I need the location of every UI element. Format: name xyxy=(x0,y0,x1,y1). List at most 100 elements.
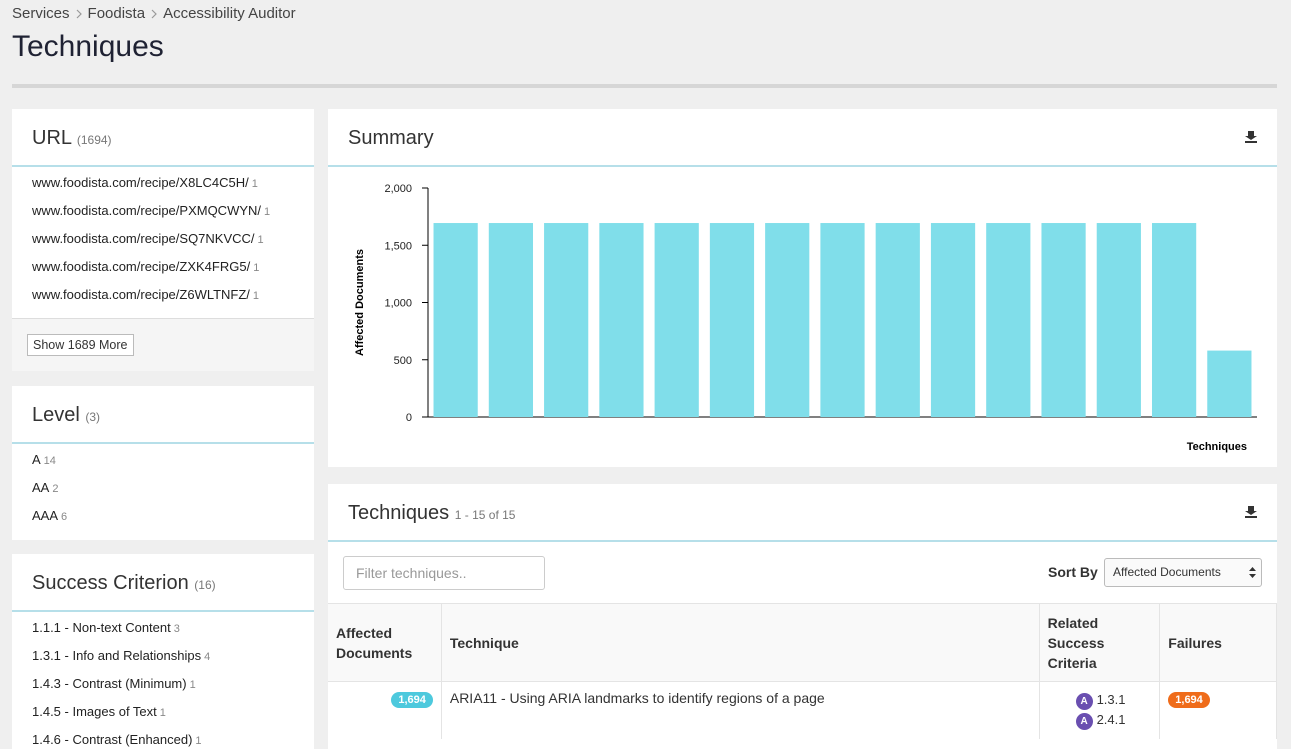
facet-item-count: 14 xyxy=(43,455,56,467)
download-icon[interactable] xyxy=(1245,506,1257,518)
sort-select[interactable]: Affected Documents xyxy=(1104,558,1262,587)
facet-item-label: www.foodista.com/recipe/SQ7NKVCC/ xyxy=(32,231,255,246)
facet-item[interactable]: www.foodista.com/recipe/SQ7NKVCC/1 xyxy=(32,231,264,246)
column-header[interactable]: Related Success Criteria xyxy=(1039,603,1161,682)
x-axis-label: Techniques xyxy=(1187,441,1247,453)
facet-item[interactable]: 1.3.1 - Info and Relationships 4 xyxy=(32,648,210,663)
facet-item-count: 3 xyxy=(173,623,180,635)
bar xyxy=(765,223,810,417)
facet-item-label: www.foodista.com/recipe/ZXK4FRG5/ xyxy=(32,259,251,274)
facet-count: (16) xyxy=(194,578,216,592)
facet-item[interactable]: AA 2 xyxy=(32,480,58,495)
breadcrumb-item[interactable]: Foodista xyxy=(87,5,146,22)
breadcrumb-item[interactable]: Services xyxy=(12,5,70,22)
column-header[interactable]: Affected Documents xyxy=(328,603,442,682)
facet-item-count: 2 xyxy=(52,483,59,495)
facet-item-count: 1 xyxy=(257,234,264,246)
chart: 0 500 1,000 1,500 2,000 Affected Documents Tec… xyxy=(354,183,1257,453)
bar xyxy=(1041,223,1086,417)
bar xyxy=(1096,223,1141,417)
facet-item-count: 1 xyxy=(253,262,260,274)
result-range: 1 - 15 of 15 xyxy=(454,508,516,522)
y-tick-label: 0 xyxy=(406,412,412,424)
select-arrows xyxy=(1249,567,1256,578)
facet-item-label: www.foodista.com/recipe/Z6WLTNFZ/ xyxy=(32,287,250,302)
facet-item-label: 1.1.1 - Non-text Content xyxy=(32,620,171,635)
facet-item-label: 1.4.5 - Images of Text xyxy=(32,704,157,719)
criterion: A 1.3.1 xyxy=(1075,690,1152,710)
failures-cell: 1,694 xyxy=(1159,681,1277,739)
download-icon[interactable] xyxy=(1245,131,1257,143)
bar xyxy=(599,223,644,417)
techniques-table: Affected Documents Technique Related Succe… xyxy=(328,603,1277,739)
bar xyxy=(488,223,534,417)
facet-item-label: 1.4.6 - Contrast (Enhanced) xyxy=(32,732,193,747)
y-axis-label: Affected Documents xyxy=(354,249,366,356)
column-header[interactable]: Failures xyxy=(1159,603,1277,682)
summary-panel: Summary 0 500 1,000 1,500 2,000 Affected Docu… xyxy=(328,109,1277,467)
filter-placeholder: Filter techniques.. xyxy=(356,565,467,581)
table-body: 1,694 ARIA11 - Using ARIA landmarks to id… xyxy=(328,681,1277,739)
bar xyxy=(433,223,478,417)
facet-item-count: 1 xyxy=(264,206,271,218)
panel-header: Success Criterion (16) xyxy=(12,554,314,612)
panel-header: Level (3) xyxy=(12,386,314,444)
facet-title: Level (3) xyxy=(32,404,100,427)
facet-item-label: www.foodista.com/recipe/X8LC4C5H/ xyxy=(32,175,249,190)
bar xyxy=(1207,350,1252,417)
breadcrumb-item[interactable]: Accessibility Auditor xyxy=(163,5,296,22)
bar xyxy=(986,223,1031,417)
techniques-panel: Techniques 1 - 15 of 15 Filter technique… xyxy=(328,484,1277,749)
technique-name[interactable]: ARIA11 - Using ARIA landmarks to identif… xyxy=(449,690,825,706)
bar xyxy=(1151,223,1197,417)
technique-cell: ARIA11 - Using ARIA landmarks to identif… xyxy=(441,681,1040,739)
facet-item[interactable]: www.foodista.com/recipe/Z6WLTNFZ/1 xyxy=(32,287,259,302)
breadcrumb-separator xyxy=(151,9,157,18)
chevron xyxy=(151,9,157,18)
bar xyxy=(930,223,976,417)
y-tick-label: 2,000 xyxy=(384,183,412,195)
facet-item-count: 4 xyxy=(204,651,211,663)
url-facet: Show 1689 More URL (1694) www.foodista.co… xyxy=(12,109,314,371)
facet-item-label: 1.4.3 - Contrast (Minimum) xyxy=(32,676,187,691)
facet-item[interactable]: 1.4.3 - Contrast (Minimum) 1 xyxy=(32,676,196,691)
table-row: 1,694 ARIA11 - Using ARIA landmarks to id… xyxy=(328,681,1277,739)
facet-item[interactable]: 1.4.5 - Images of Text 1 xyxy=(32,704,166,719)
criterion-facet: Success Criterion (16) 1.1.1 - Non-text C… xyxy=(12,554,314,749)
facet-item[interactable]: A 14 xyxy=(32,452,56,467)
facet-item[interactable]: AAA 6 xyxy=(32,508,67,523)
criterion-id: 1.3.1 xyxy=(1096,692,1126,707)
affected-cell: 1,694 xyxy=(328,681,442,739)
bar xyxy=(654,223,699,417)
facet-item-count: 1 xyxy=(195,735,202,747)
column-header[interactable]: Technique xyxy=(441,603,1040,682)
facet-item-label: 1.3.1 - Info and Relationships xyxy=(32,648,202,663)
facet-item[interactable]: www.foodista.com/recipe/ZXK4FRG5/1 xyxy=(32,259,259,274)
facet-item[interactable]: 1.4.6 - Contrast (Enhanced) 1 xyxy=(32,732,202,747)
affected-badge: 1,694 xyxy=(391,692,433,708)
failures-badge: 1,694 xyxy=(1168,692,1210,708)
facet-item[interactable]: www.foodista.com/recipe/X8LC4C5H/1 xyxy=(32,175,258,190)
facet-title-text: URL xyxy=(32,127,72,149)
facet-title-text: Level xyxy=(32,404,80,426)
filter-input[interactable]: Filter techniques.. xyxy=(343,556,545,590)
panel-header: URL (1694) xyxy=(12,109,314,167)
bar xyxy=(709,223,755,417)
panel-header: Summary xyxy=(328,109,1277,167)
breadcrumb-separator xyxy=(76,9,82,18)
facet-item[interactable]: www.foodista.com/recipe/PXMQCWYN/1 xyxy=(32,203,270,218)
bar xyxy=(875,223,920,417)
facet-item-count: 1 xyxy=(252,290,260,302)
breadcrumb: Services Foodista Accessibility Auditor xyxy=(12,5,296,22)
level-badge: A xyxy=(1075,693,1093,710)
facet-item-count: 6 xyxy=(61,511,68,523)
show-more-button[interactable]: Show 1689 More xyxy=(27,334,134,356)
level-facet: Level (3) A 14 AA 2 AAA 6 xyxy=(12,386,314,540)
level-badge: A xyxy=(1075,713,1093,730)
facet-title: Success Criterion (16) xyxy=(32,572,216,595)
facet-item[interactable]: 1.1.1 - Non-text Content 3 xyxy=(32,620,180,635)
facet-title: URL (1694) xyxy=(32,127,112,150)
header-row: Affected Documents Technique Related Succe… xyxy=(328,603,1277,682)
